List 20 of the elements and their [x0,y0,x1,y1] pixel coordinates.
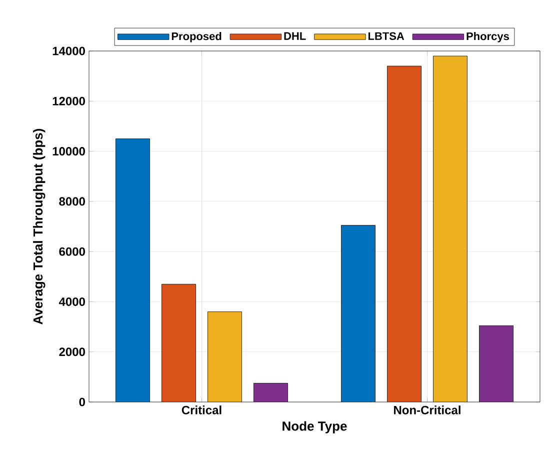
y-tick-label: 6000 [59,247,85,256]
bar [387,66,422,402]
y-tick-label: 4000 [58,297,85,306]
y-tick-label: 2000 [59,348,85,356]
y-tick-label: 8000 [59,197,85,206]
y-tick-label: 14000 [52,46,85,56]
legend-label: DHL [284,32,306,40]
bar [162,284,196,402]
x-axis-title: Node Type [282,421,347,434]
legend-label: LBTSA [368,32,404,40]
bar [116,138,150,402]
y-tick-label: 10000 [52,147,85,156]
y-tick-label: 0 [79,398,85,406]
x-tick-label: Non-Critical [394,406,460,414]
y-tick-label: 12000 [52,96,85,106]
x-tick-label: Critical [182,406,222,414]
y-axis-title: Average Total Throughput (bps) [33,128,46,324]
legend-label: Phorcys [466,32,509,42]
legend-label: Proposed [172,32,222,42]
bar [341,225,376,402]
